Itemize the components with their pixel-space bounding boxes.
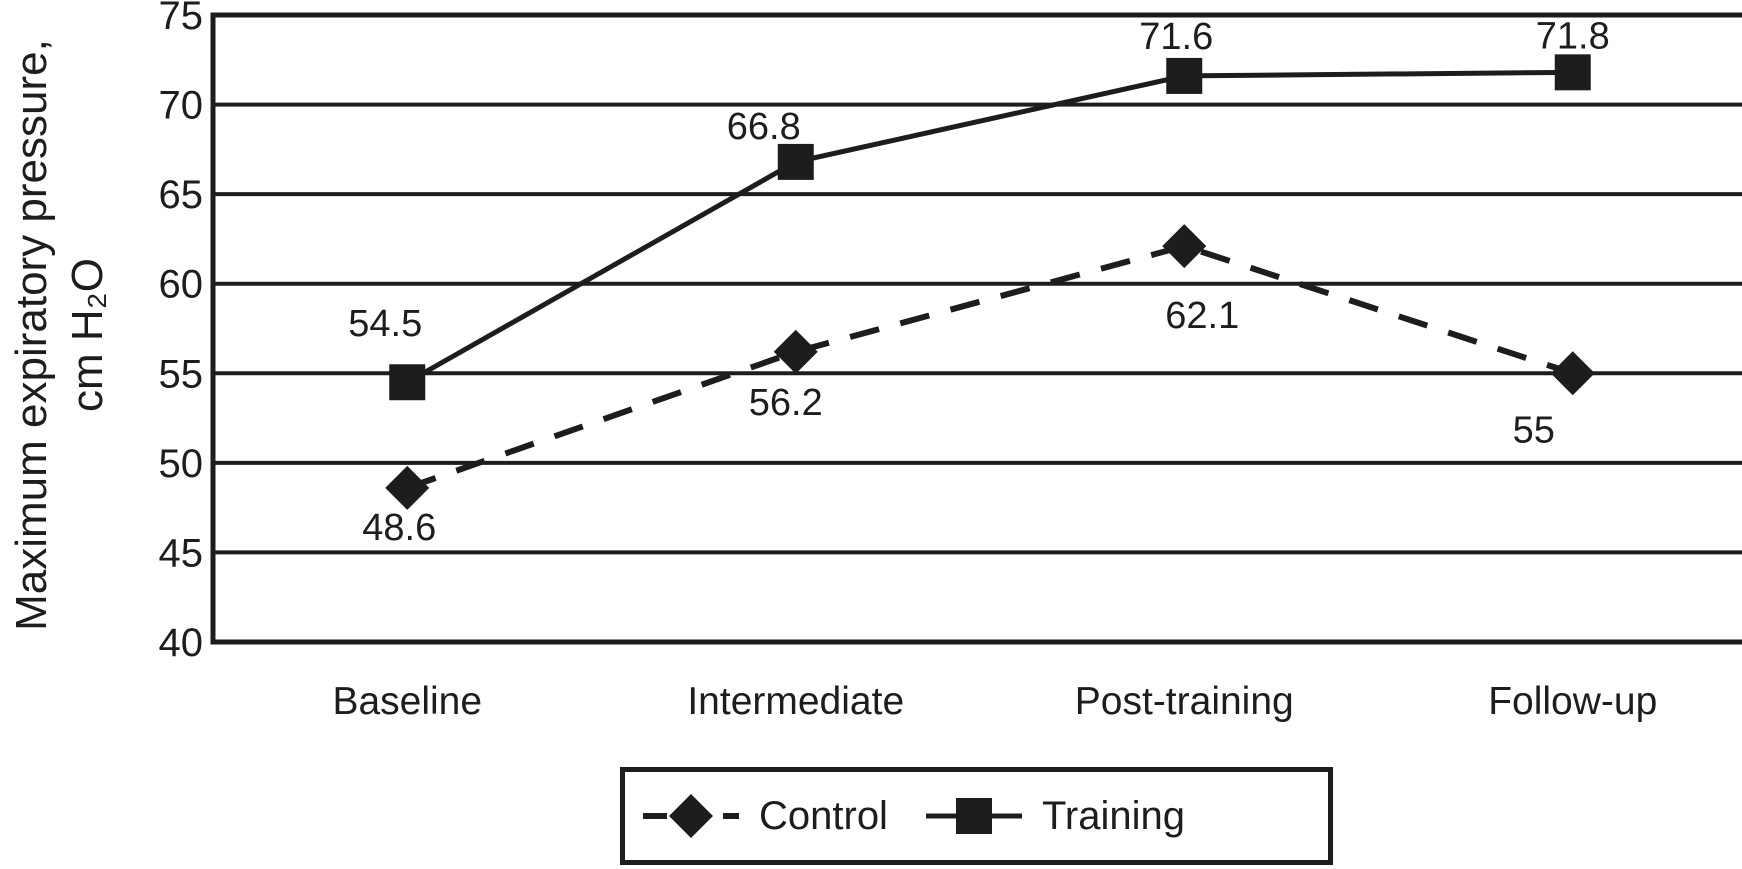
data-label-training-1: 66.8 <box>727 106 801 148</box>
legend-label-training: Training <box>1041 793 1185 838</box>
y-tick-label-45: 45 <box>159 531 204 575</box>
marker-training-2 <box>1166 57 1203 94</box>
data-label-control-2: 62.1 <box>1165 295 1239 337</box>
y-tick-label-60: 60 <box>159 263 204 307</box>
training-solid-square-marker-icon <box>925 798 1022 834</box>
marker-control-1 <box>773 329 818 374</box>
data-label-training-3: 71.8 <box>1536 15 1610 57</box>
y-tick-label-65: 65 <box>159 173 204 217</box>
marker-control-3 <box>1550 351 1595 396</box>
data-label-control-1: 56.2 <box>749 382 823 424</box>
y-tick-label-70: 70 <box>159 84 204 128</box>
control-dashed-diamond-marker-icon <box>643 794 739 838</box>
data-label-control-0: 48.6 <box>362 507 436 549</box>
y-tick-label-40: 40 <box>159 621 204 665</box>
data-label-training-2: 71.6 <box>1139 16 1213 58</box>
y-axis-title: Maximum expiratory pressure, cm H₂O <box>4 5 126 665</box>
legend: Control Training <box>620 767 1333 865</box>
series-line-training <box>406 69 1573 385</box>
y-tick-label-75: 75 <box>159 0 204 38</box>
marker-training-3 <box>1554 54 1591 91</box>
legend-label-control: Control <box>759 793 888 838</box>
x-category-label-0: Baseline <box>332 680 482 723</box>
y-axis-title-line1: Maximum expiratory pressure, <box>7 39 56 631</box>
y-tick-label-55: 55 <box>159 352 204 396</box>
x-category-label-3: Follow-up <box>1488 680 1657 723</box>
marker-training-0 <box>389 364 426 401</box>
marker-control-2 <box>1162 224 1207 269</box>
data-label-control-3: 55 <box>1513 409 1555 451</box>
data-label-training-0: 54.5 <box>348 303 422 345</box>
x-category-label-1: Intermediate <box>687 680 904 723</box>
marker-training-1 <box>777 143 814 180</box>
y-tick-label-50: 50 <box>159 442 204 486</box>
y-axis-title-line2: cm H₂O <box>63 258 113 412</box>
x-category-label-2: Post-training <box>1075 680 1294 723</box>
marker-control-0 <box>385 465 430 510</box>
legend-item-training: Training <box>924 790 1185 842</box>
legend-item-control: Control <box>641 790 888 842</box>
